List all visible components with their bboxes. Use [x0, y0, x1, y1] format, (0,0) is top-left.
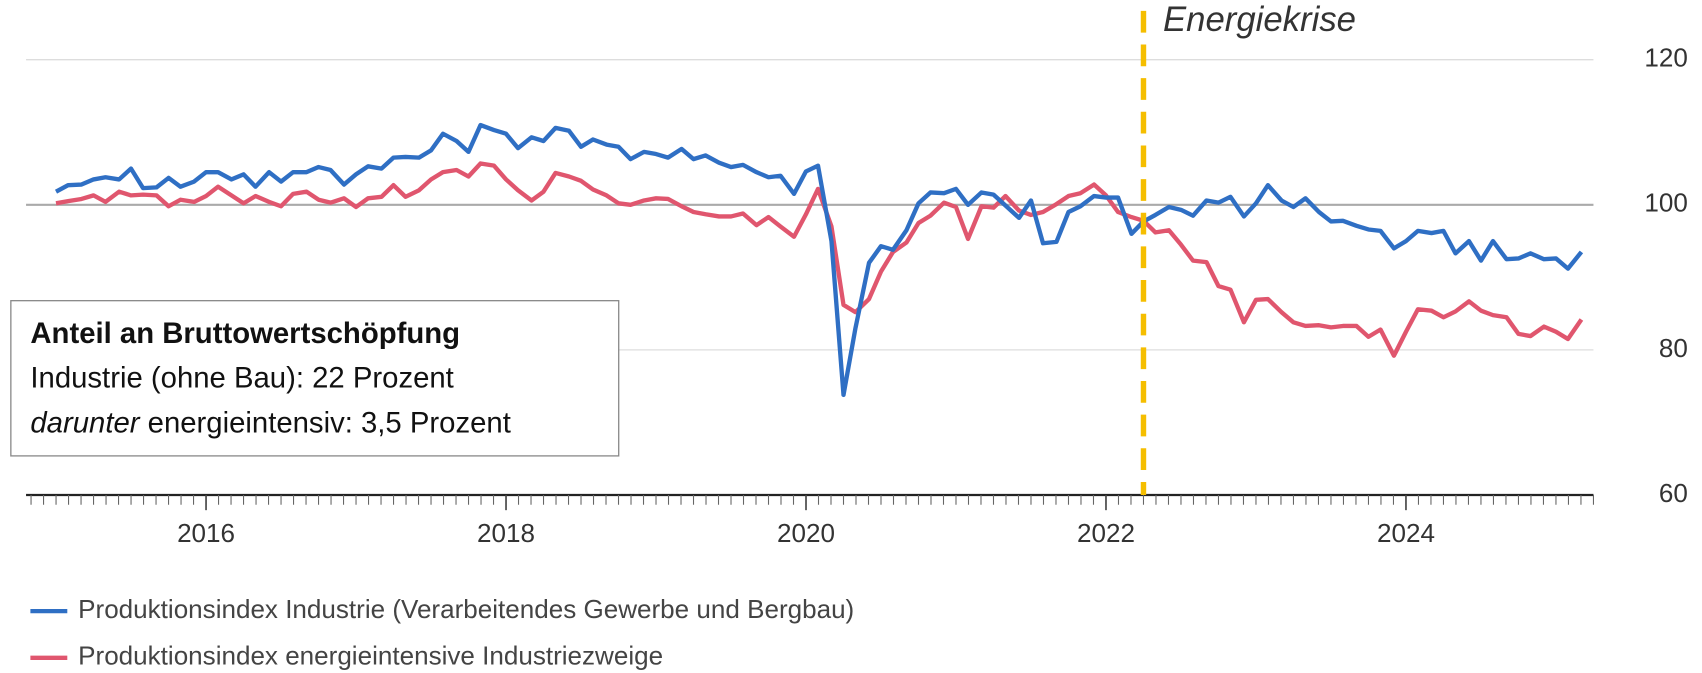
x-tick-label: 2020 — [777, 518, 835, 548]
info-line: Industrie (ohne Bau): 22 Prozent — [30, 362, 453, 395]
y-tick-label: 100 — [1644, 188, 1687, 218]
x-tick-label: 2022 — [1077, 518, 1135, 548]
legend-label: Produktionsindex energieintensive Indust… — [78, 641, 663, 671]
x-tick-label: 2016 — [177, 518, 235, 548]
lines — [54, 122, 1584, 398]
y-tick-label: 120 — [1644, 43, 1687, 73]
x-tick-label: 2024 — [1377, 518, 1435, 548]
info-title: Anteil an Bruttowertschöpfung — [30, 317, 460, 350]
info-box — [10, 300, 620, 457]
series-line — [54, 122, 1584, 398]
info-rest: energieintensiv: 3,5 Prozent — [140, 406, 511, 439]
y-tick-label: 60 — [1659, 478, 1688, 508]
info-italic: darunter — [30, 406, 140, 439]
annotations: Energiekrise Produktionsindex Industrie (… — [30, 1, 1356, 671]
legend-label: Produktionsindex Industrie (Verarbeitend… — [78, 594, 854, 624]
grid: 60 80 100 120 2016 2018 2020 2022 2024 — [26, 43, 1688, 548]
info-line: darunter energieintensiv: 3,5 Prozent — [30, 406, 510, 439]
event-label: Energiekrise — [1163, 1, 1356, 39]
x-tick-label: 2018 — [477, 518, 535, 548]
series-line — [55, 161, 1584, 358]
y-tick-label: 80 — [1659, 333, 1688, 363]
